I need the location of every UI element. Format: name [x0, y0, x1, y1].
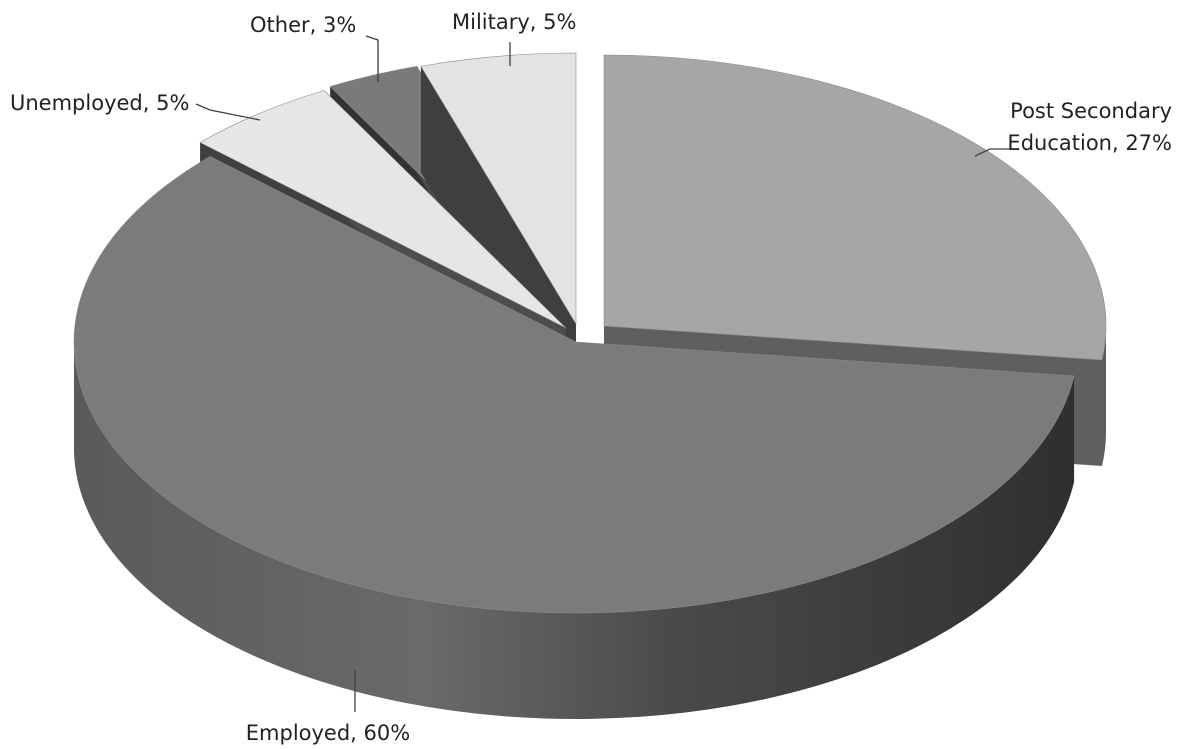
pie-slice-unemployed-top [199, 90, 567, 329]
data-label-post-secondary-education-line-1: Post Secondary [1010, 99, 1172, 123]
pie-slice-post-secondary-education-top [603, 54, 1107, 361]
data-label-employed: Employed, 60% [246, 721, 410, 745]
leader-line-other [365, 35, 379, 82]
data-label-military: Military, 5% [452, 10, 576, 34]
slices-layer [73, 52, 1107, 720]
data-label-post-secondary-education-line-2: Education, 27% [1007, 131, 1172, 155]
pie-slice-employed [73, 156, 1075, 720]
pie-slice-employed-top [73, 156, 1075, 614]
data-label-unemployed: Unemployed, 5% [10, 91, 189, 115]
leader-line-post-secondary-education [974, 148, 1010, 157]
leader-line-unemployed [195, 103, 261, 121]
pie-slice-employed-side [74, 342, 1075, 720]
data-label-other: Other, 3% [250, 13, 356, 37]
pie-slice-military-top [420, 52, 577, 326]
labels-layer: Post Secondary Education, 27% Employed, 60… [10, 10, 1172, 745]
pie-slice-post-secondary-education-side [1102, 326, 1106, 466]
